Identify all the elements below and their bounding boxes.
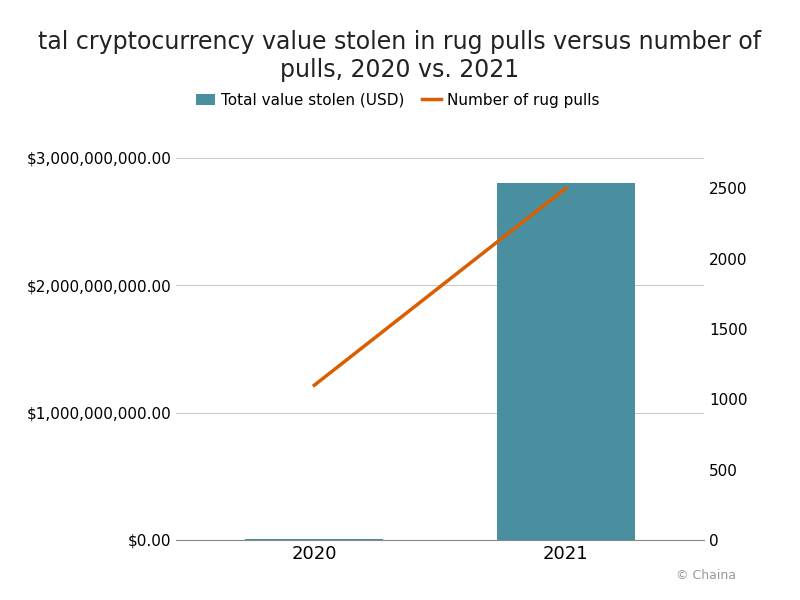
Text: tal cryptocurrency value stolen in rug pulls versus number of
pulls, 2020 vs. 20: tal cryptocurrency value stolen in rug p… (38, 30, 762, 82)
Number of rug pulls (561, 185, 570, 192)
Line: Number of rug pulls: Number of rug pulls (314, 188, 566, 385)
Text: © Chaina: © Chaina (676, 569, 736, 582)
Bar (497, 183, 635, 540)
Number of rug pulls (310, 382, 319, 389)
Legend: Total value stolen (USD), Number of rug pulls: Total value stolen (USD), Number of rug … (190, 86, 606, 114)
Bar (245, 539, 383, 540)
